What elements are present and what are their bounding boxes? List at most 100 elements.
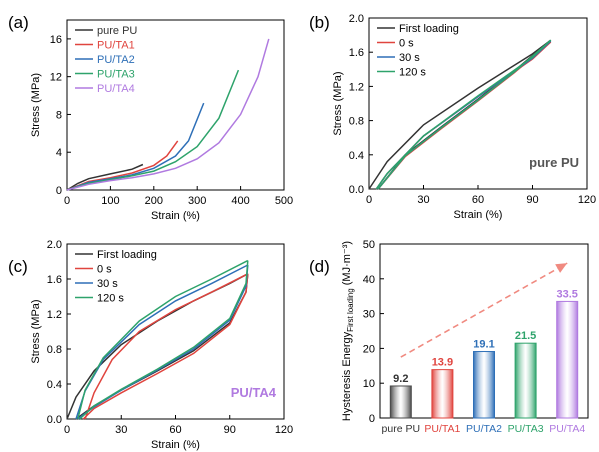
y-axis-label-main: Hysteresis Energy: [341, 331, 353, 421]
y-tick-label: 30: [363, 309, 375, 321]
legend-label: 0 s: [399, 38, 414, 50]
legend-label: 30 s: [97, 278, 118, 290]
legend-label: pure PU: [97, 25, 137, 37]
legend: pure PU PU/TA1 PU/TA2 PU/TA3 PU/TA4: [75, 25, 137, 95]
bar-value-label: 33.5: [556, 288, 577, 300]
y-tick-label: 0.4: [349, 150, 364, 162]
x-tick-label: 200: [145, 195, 163, 207]
legend-label: 0 s: [97, 264, 112, 276]
y-tick-label: 40: [363, 274, 375, 286]
series-line-3: [66, 69, 240, 191]
y-tick-label: 12: [50, 72, 62, 84]
panel-label: (c): [8, 257, 28, 276]
x-axis-label: Strain (%): [454, 209, 503, 221]
y-tick-label: 0.4: [47, 379, 62, 391]
legend-label: 30 s: [399, 52, 420, 64]
x-tick-label: 0: [64, 195, 70, 207]
panel-annotation: pure PU: [529, 155, 579, 170]
x-tick-label: PU/TA3: [508, 423, 544, 435]
bar-0: [389, 385, 412, 419]
series-unload-line-3: [377, 39, 552, 190]
x-tick-label: 300: [188, 195, 206, 207]
panel-0: (a) 0 4 8 12 16 0 100 200 300 400 500 Strain (%) Stre…: [8, 13, 293, 222]
bar-3: [514, 342, 537, 419]
y-axis-label-unit: (MJ·m⁻³): [341, 241, 353, 285]
x-tick-label: 500: [275, 195, 293, 207]
series-unload-line-3: [79, 260, 249, 420]
y-tick-label: 0: [56, 185, 62, 197]
y-tick-label: 4: [56, 147, 62, 159]
y-tick-label: 50: [363, 239, 375, 251]
panel-2: (c) 0.0 0.4 0.8 1.2 1.6 2.0 0 30 60 90 120 Strain (%…: [8, 239, 293, 451]
series-line-0: [368, 39, 552, 190]
y-tick-label: 0.8: [349, 116, 364, 128]
y-tick-label: 1.6: [349, 47, 364, 59]
bar-4: [556, 300, 579, 419]
x-tick-label: 60: [169, 424, 181, 436]
bar-value-label: 21.5: [515, 330, 536, 342]
y-tick-label: 0.0: [349, 184, 364, 196]
y-axis-label: Stress (MPa): [30, 299, 42, 363]
x-tick-label: pure PU: [382, 423, 421, 435]
series-line-0: [66, 163, 144, 191]
x-axis-label: Strain (%): [151, 439, 200, 451]
legend-label: PU/TA3: [97, 69, 135, 81]
legend-label: First loading: [399, 23, 459, 35]
series-line-1: [84, 273, 249, 420]
x-tick-label: PU/TA2: [466, 423, 502, 435]
plot-frame: [66, 19, 285, 191]
x-tick-label: 100: [101, 195, 119, 207]
trend-arrow-head: [555, 263, 568, 273]
x-tick-label: 30: [115, 424, 127, 436]
x-tick-label: 60: [472, 194, 484, 206]
legend-label: PU/TA1: [97, 40, 135, 52]
y-tick-label: 0.8: [47, 344, 62, 356]
x-tick-label: 400: [231, 195, 249, 207]
panel-label: (d): [309, 257, 330, 276]
y-axis-label: Stress (MPa): [30, 73, 42, 137]
trend-arrow-line: [400, 262, 568, 358]
bar-value-label: 13.9: [432, 357, 453, 369]
y-tick-label: 1.2: [47, 309, 62, 321]
series-line-3: [77, 259, 249, 420]
y-axis-label-subscript: First loading: [346, 288, 355, 332]
x-tick-label: 90: [526, 194, 538, 206]
y-tick-label: 20: [363, 343, 375, 355]
legend-label: First loading: [97, 249, 157, 261]
y-tick-label: 10: [363, 378, 375, 390]
bar-1: [431, 369, 454, 419]
series-line-4: [66, 38, 270, 191]
panel-3: (d) 0 10 20 30 40 50 9.2 pure PU 13.9 PU/TA1 19.1 PU…: [309, 239, 589, 435]
legend-label: 120 s: [97, 293, 124, 305]
y-tick-label: 8: [56, 109, 62, 121]
legend: First loading 0 s 30 s 120 s: [377, 23, 459, 79]
y-tick-label: 1.2: [349, 81, 364, 93]
bar-2: [473, 351, 495, 419]
legend-label: PU/TA4: [97, 83, 135, 95]
y-axis-label: Hysteresis EnergyFirst loading (MJ·m⁻³): [341, 241, 355, 421]
series-line-3: [375, 39, 552, 190]
y-tick-label: 2.0: [47, 239, 62, 251]
legend-label: 120 s: [399, 67, 426, 79]
series-line-2: [66, 102, 205, 191]
panel-label: (b): [309, 13, 330, 32]
series-unload-line-2: [77, 264, 249, 420]
panel-annotation: PU/TA4: [231, 385, 277, 400]
y-axis-label: Stress (MPa): [332, 71, 344, 135]
x-tick-label: PU/TA1: [424, 423, 460, 435]
series-line-1: [66, 140, 179, 191]
panel-label: (a): [8, 13, 29, 32]
y-tick-label: 0: [369, 413, 375, 425]
y-tick-label: 16: [50, 34, 62, 46]
y-tick-label: 2.0: [349, 13, 364, 25]
x-tick-label: 120: [275, 424, 293, 436]
bar-value-label: 9.2: [393, 373, 408, 385]
y-tick-label: 1.6: [47, 274, 62, 286]
legend-label: PU/TA2: [97, 54, 135, 66]
x-tick-label: 30: [417, 194, 429, 206]
series-line-0: [66, 273, 249, 420]
x-tick-label: 90: [224, 424, 236, 436]
x-tick-label: 0: [366, 194, 372, 206]
x-tick-label: PU/TA4: [549, 423, 585, 435]
series-unload-line-1: [82, 273, 249, 420]
